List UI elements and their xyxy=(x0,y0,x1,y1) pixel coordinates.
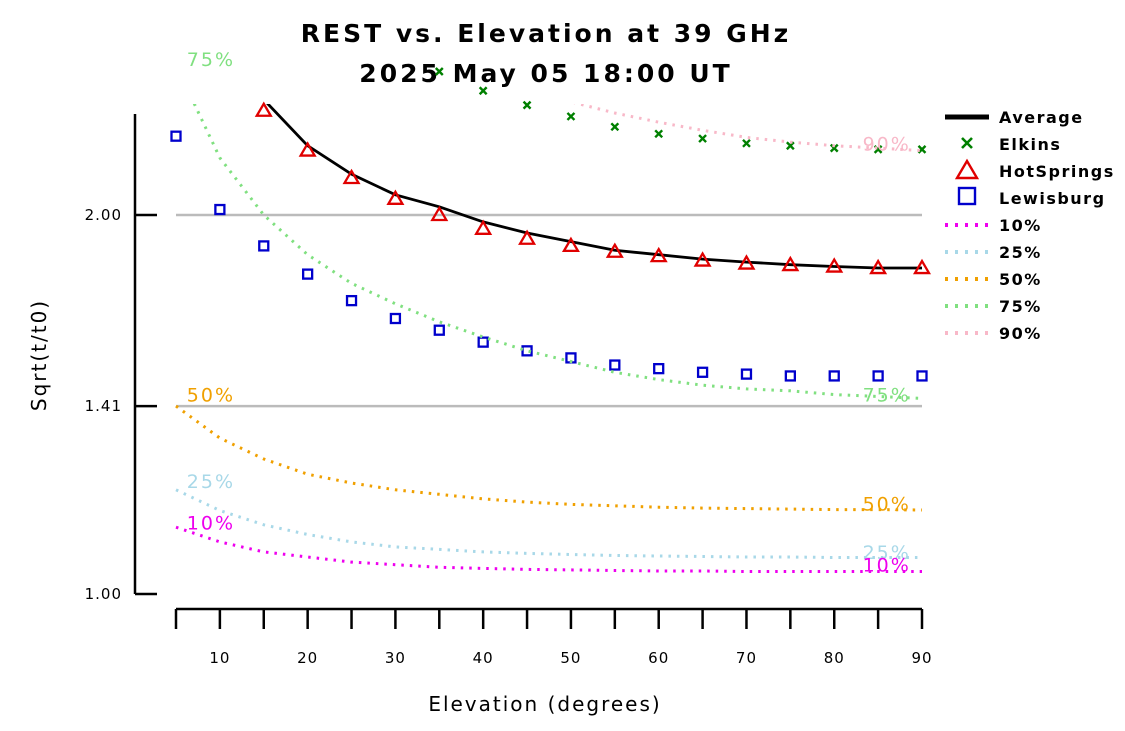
point-hotsprings xyxy=(561,236,580,253)
legend-label-90: 90% xyxy=(999,324,1042,343)
point-lewisburg xyxy=(784,370,797,382)
x-tick-label: 40 xyxy=(473,649,494,667)
chart-title: REST vs. Elevation at 39 GHz xyxy=(301,19,791,48)
point-elkins xyxy=(522,100,532,110)
series-line-10 xyxy=(175,525,922,573)
y-tick-label: 1.00 xyxy=(85,585,122,603)
annotation-label: 10% xyxy=(187,512,235,534)
point-hotsprings xyxy=(474,219,493,235)
point-hotsprings xyxy=(912,258,932,275)
point-lewisburg xyxy=(258,240,270,252)
chart-subtitle: 2025 May 05 18:00 UT xyxy=(359,59,732,88)
annotation-label: 25% xyxy=(187,471,235,493)
point-lewisburg xyxy=(740,368,753,380)
annotation-label: 90% xyxy=(863,133,911,155)
point-hotsprings xyxy=(518,229,537,245)
legend-label-hotsprings: HotSprings xyxy=(999,162,1115,181)
point-elkins xyxy=(566,112,576,121)
x-tick-label: 90 xyxy=(911,649,932,667)
annotation-label: 75% xyxy=(863,385,911,407)
annotation-label: 25% xyxy=(863,542,911,564)
annotation-label: 75% xyxy=(187,49,235,71)
point-hotsprings xyxy=(254,101,273,117)
legend-label-75: 75% xyxy=(999,297,1042,316)
x-tick-label: 10 xyxy=(209,649,230,667)
legend-swatch-lewisburg xyxy=(957,186,977,206)
legend-label-average: Average xyxy=(999,108,1084,127)
point-lewisburg xyxy=(696,366,709,378)
legend-label-10: 10% xyxy=(999,216,1042,235)
annotation-label: 50% xyxy=(187,385,235,407)
point-hotsprings xyxy=(298,141,317,157)
point-hotsprings xyxy=(605,242,624,258)
point-elkins xyxy=(610,122,620,132)
point-lewisburg xyxy=(872,370,884,382)
point-lewisburg xyxy=(916,370,928,382)
legend-label-25: 25% xyxy=(999,243,1042,262)
legend-label-elkins: Elkins xyxy=(999,135,1061,154)
point-elkins xyxy=(829,143,839,153)
series-line-average xyxy=(266,104,922,270)
series-line-50 xyxy=(175,404,923,512)
point-lewisburg xyxy=(828,370,840,382)
point-lewisburg xyxy=(301,268,314,280)
y-tick-label: 2.00 xyxy=(85,206,122,224)
point-lewisburg xyxy=(389,312,402,325)
point-lewisburg xyxy=(521,345,533,357)
annotation-label: 50% xyxy=(863,493,911,515)
point-hotsprings xyxy=(869,258,888,275)
point-lewisburg xyxy=(170,130,182,142)
y-tick-label: 1.41 xyxy=(85,397,122,415)
point-lewisburg xyxy=(477,336,489,348)
annotation-label: 10% xyxy=(863,555,911,577)
x-tick-label: 20 xyxy=(297,649,318,667)
point-lewisburg xyxy=(345,294,358,307)
series-line-75 xyxy=(192,104,923,400)
series-line-90 xyxy=(573,104,923,153)
legend-label-lewisburg: Lewisburg xyxy=(999,189,1106,208)
x-tick-label: 30 xyxy=(385,649,406,667)
point-hotsprings xyxy=(737,254,756,270)
x-tick-label: 60 xyxy=(648,649,669,667)
point-hotsprings xyxy=(649,246,668,263)
point-elkins xyxy=(742,138,751,148)
x-tick-label: 50 xyxy=(560,649,581,667)
point-elkins xyxy=(434,67,444,76)
point-lewisburg xyxy=(433,324,445,336)
x-tick-label: 70 xyxy=(736,649,757,667)
point-hotsprings xyxy=(386,189,405,205)
point-elkins xyxy=(654,129,664,139)
point-elkins xyxy=(698,134,707,143)
x-axis-label: Elevation (degrees) xyxy=(428,692,661,716)
legend: Average Elkins HotSprings Lewisburg 10% 25% 50… xyxy=(945,108,1115,343)
point-hotsprings xyxy=(430,205,449,222)
point-hotsprings xyxy=(781,255,800,272)
point-lewisburg xyxy=(214,203,226,216)
point-lewisburg xyxy=(653,362,665,375)
point-elkins xyxy=(478,86,488,96)
point-hotsprings xyxy=(693,251,712,267)
point-hotsprings xyxy=(825,257,844,273)
series-line-25 xyxy=(175,488,922,559)
x-tick-label: 80 xyxy=(824,649,845,667)
point-elkins xyxy=(786,141,795,151)
legend-swatch-hotsprings xyxy=(954,158,980,180)
point-lewisburg xyxy=(609,359,621,371)
legend-label-50: 50% xyxy=(999,270,1042,289)
y-axis-label: Sqrt(t/t0) xyxy=(27,299,51,411)
point-hotsprings xyxy=(342,168,361,185)
legend-swatch-elkins xyxy=(961,137,973,149)
